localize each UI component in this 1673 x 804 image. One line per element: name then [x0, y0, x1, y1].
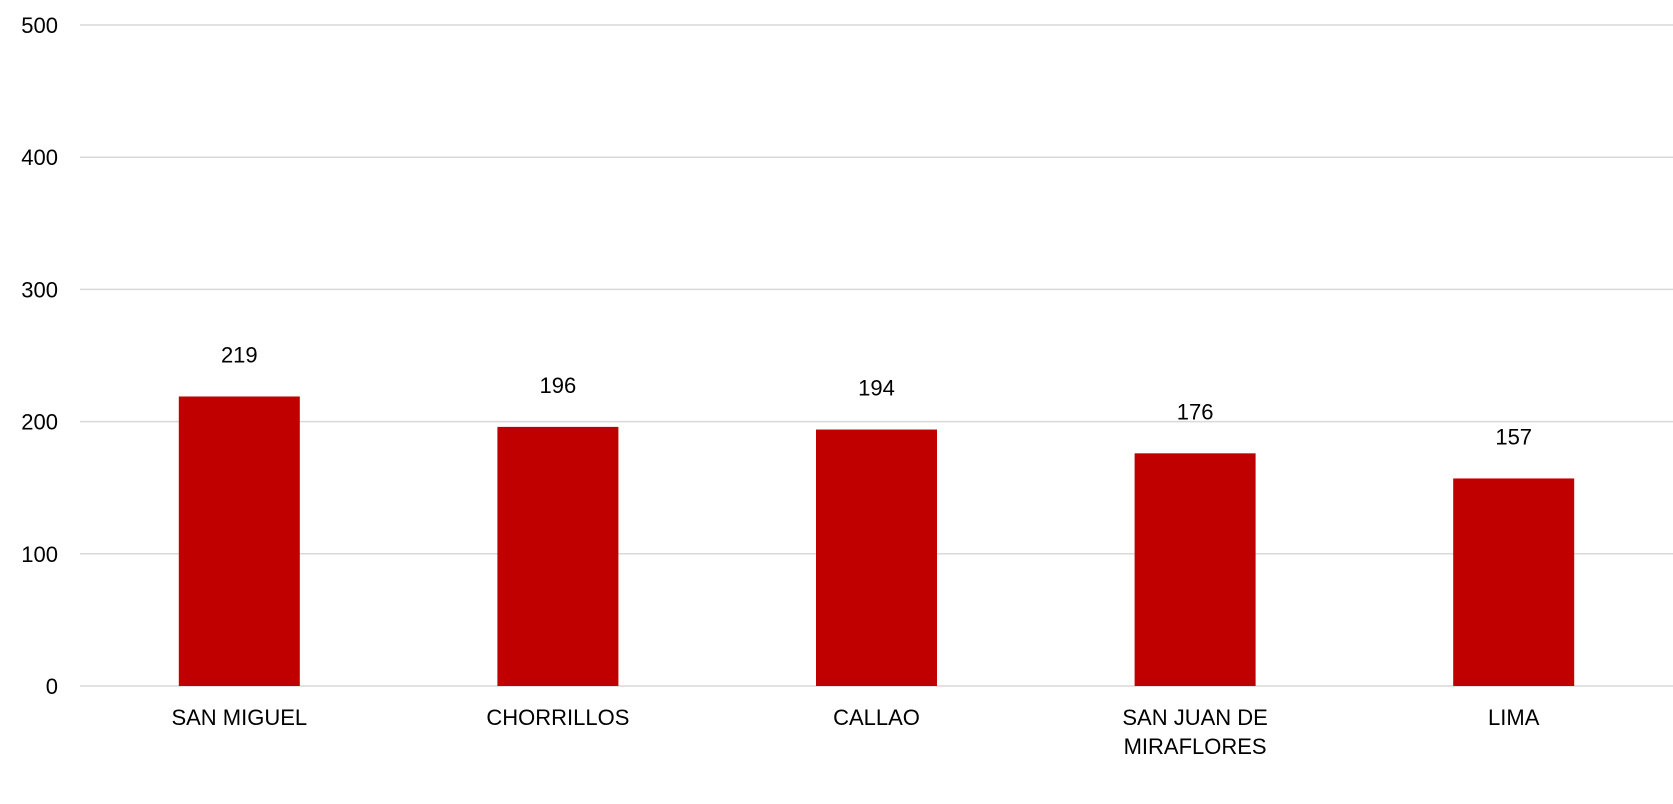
bar	[1134, 453, 1256, 686]
category-label: LIMA	[1488, 705, 1540, 730]
bars	[178, 396, 1575, 686]
data-label: 194	[858, 376, 895, 401]
data-label: 157	[1495, 424, 1532, 449]
bar	[816, 429, 937, 686]
y-tick-label: 300	[21, 277, 58, 302]
y-tick-label: 200	[21, 410, 58, 435]
y-tick-label: 0	[46, 674, 58, 699]
gridlines	[80, 24, 1673, 687]
data-label: 219	[221, 342, 258, 367]
bar	[497, 426, 619, 686]
category-label: CALLAO	[833, 705, 920, 730]
y-tick-label: 400	[21, 145, 58, 170]
data-label: 196	[540, 373, 577, 398]
category-label-line: CHORRILLOS	[486, 705, 629, 730]
data-labels: 219 196 194 176 157	[221, 342, 1532, 449]
category-label-line: SAN JUAN DE	[1122, 705, 1267, 730]
category-label: CHORRILLOS	[486, 705, 629, 730]
category-label-line: CALLAO	[833, 705, 920, 730]
y-tick-label: 100	[21, 542, 58, 567]
x-axis-categories: SAN MIGUEL CHORRILLOS CALLAO SAN JUAN DE MIR…	[171, 705, 1539, 759]
category-label-line: LIMA	[1488, 705, 1540, 730]
bar	[178, 396, 300, 686]
y-tick-label: 500	[21, 13, 58, 38]
category-label-line: SAN MIGUEL	[171, 705, 307, 730]
y-axis-ticks: 0 100 200 300 400 500	[21, 13, 58, 699]
bar	[1453, 478, 1575, 686]
category-label: SAN MIGUEL	[171, 705, 307, 730]
category-label-line: MIRAFLORES	[1124, 734, 1267, 759]
category-label: SAN JUAN DE MIRAFLORES	[1122, 705, 1267, 759]
data-label: 176	[1177, 399, 1214, 424]
